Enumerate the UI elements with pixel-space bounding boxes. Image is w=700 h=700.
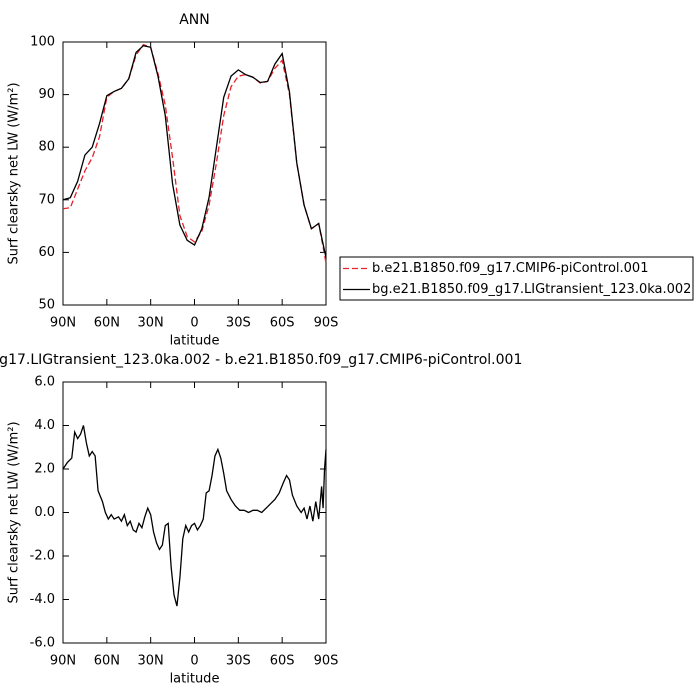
y-tick-label: 90: [38, 87, 55, 102]
y-tick-label: 2.0: [34, 462, 55, 477]
legend-box: [339, 256, 694, 301]
x-tick-label: 30S: [226, 316, 251, 331]
x-tick-label: 0: [190, 654, 198, 669]
y-tick-label: -6.0: [30, 636, 55, 651]
x-tick-label: 60N: [94, 654, 120, 669]
plot-frame: [62, 381, 327, 644]
plot-frame: [62, 41, 327, 306]
y-tick-label: 6.0: [34, 375, 55, 390]
y-tick-label: 0.0: [34, 505, 55, 520]
x-tick-label: 30N: [138, 316, 164, 331]
x-axis-label: latitude: [170, 334, 220, 349]
legend-label: bg.e21.B1850.f09_g17.LIGtransient_123.0k…: [372, 282, 691, 297]
x-tick-label: 90N: [50, 316, 76, 331]
x-tick-label: 60S: [270, 316, 295, 331]
data-line: [62, 425, 327, 607]
x-tick-label: 90N: [50, 654, 76, 669]
y-tick-label: 100: [30, 35, 55, 50]
x-tick-label: 0: [190, 316, 198, 331]
y-tick-label: 70: [38, 192, 55, 207]
y-tick-label: -4.0: [30, 592, 55, 607]
x-tick-label: 90S: [314, 654, 339, 669]
x-tick-label: 30S: [226, 654, 251, 669]
legend-label: b.e21.B1850.f09_g17.CMIP6-piControl.001: [372, 261, 648, 276]
y-axis-label: Surf clearsky net LW (W/m²): [7, 421, 22, 603]
y-tick-label: 50: [38, 298, 55, 313]
chart-title: bg.e21.B1850.f09_g17.LIGtransient_123.0k…: [0, 352, 522, 368]
x-tick-label: 60N: [94, 316, 120, 331]
y-tick-label: 4.0: [34, 418, 55, 433]
chart-title: ANN: [179, 12, 210, 28]
data-line: [62, 43, 327, 264]
x-tick-label: 30N: [138, 654, 164, 669]
x-tick-label: 60S: [270, 654, 295, 669]
y-tick-label: -2.0: [30, 549, 55, 564]
x-axis-label: latitude: [170, 672, 220, 687]
data-line: [62, 44, 327, 258]
y-tick-label: 80: [38, 140, 55, 155]
x-tick-label: 90S: [314, 316, 339, 331]
y-axis-label: Surf clearsky net LW (W/m²): [7, 82, 22, 264]
y-tick-label: 60: [38, 245, 55, 260]
